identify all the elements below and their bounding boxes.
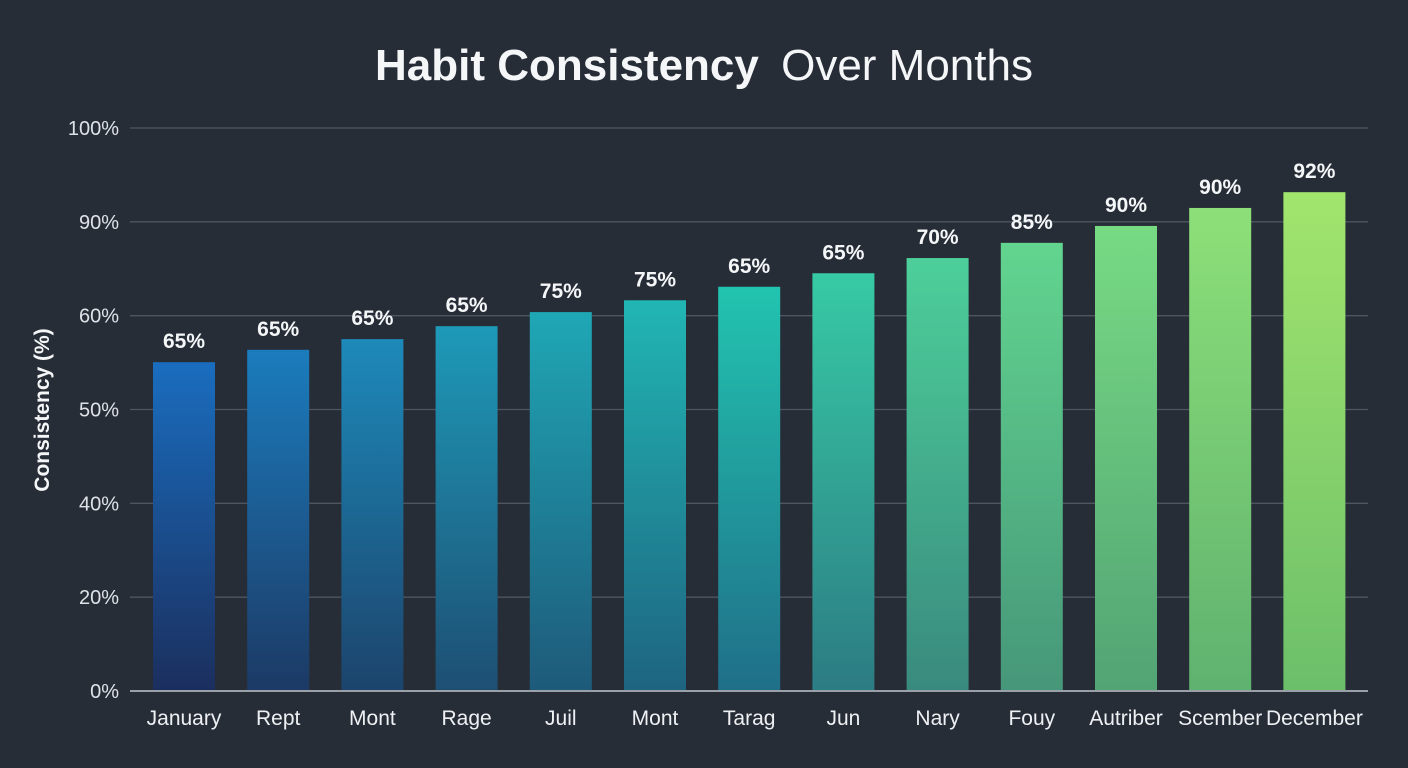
bar bbox=[812, 273, 875, 690]
bar bbox=[624, 300, 686, 690]
x-tick-label: Mont bbox=[349, 707, 396, 730]
x-tick-label: Scember bbox=[1178, 707, 1262, 730]
y-tick-label: 20% bbox=[79, 587, 119, 609]
data-label: 65% bbox=[822, 241, 864, 264]
bar bbox=[153, 362, 215, 690]
x-tick-label: Juil bbox=[545, 707, 577, 730]
x-tick-label: January bbox=[147, 707, 222, 730]
bar bbox=[906, 258, 969, 690]
y-tick-label: 50% bbox=[79, 400, 119, 422]
y-tick-label: 100% bbox=[68, 118, 119, 140]
bar bbox=[341, 339, 404, 690]
y-tick-label: 60% bbox=[79, 306, 119, 328]
bar bbox=[1283, 192, 1346, 690]
data-label: 65% bbox=[446, 294, 488, 317]
data-label: 90% bbox=[1199, 176, 1241, 199]
y-tick-label: 0% bbox=[90, 681, 119, 703]
data-label: 65% bbox=[257, 318, 299, 341]
data-label: 85% bbox=[1011, 211, 1053, 234]
bar bbox=[1095, 225, 1157, 690]
y-tick-label: 40% bbox=[79, 493, 119, 515]
chart-title: Habit Consistency Over Months bbox=[375, 41, 1033, 90]
bar bbox=[1000, 242, 1063, 691]
chart-title-rest: Over Months bbox=[781, 41, 1033, 90]
data-label: 75% bbox=[540, 280, 582, 303]
bar bbox=[718, 286, 781, 690]
x-tick-label: Nary bbox=[915, 707, 960, 730]
x-tick-label: December bbox=[1266, 707, 1363, 730]
data-label: 75% bbox=[634, 268, 676, 291]
y-axis-label: Consistency (%) bbox=[31, 328, 54, 491]
data-label: 70% bbox=[917, 226, 959, 249]
x-tick-label: Tarag bbox=[723, 707, 776, 730]
chart-title-bold: Habit Consistency bbox=[375, 41, 759, 90]
data-label: 65% bbox=[728, 255, 770, 278]
x-tick-label: Rept bbox=[256, 707, 301, 730]
bar bbox=[529, 312, 592, 690]
bar bbox=[247, 349, 310, 690]
x-tick-label: Mont bbox=[632, 707, 679, 730]
data-label: 65% bbox=[351, 307, 393, 330]
data-label: 65% bbox=[163, 330, 205, 353]
x-tick-label: Autriber bbox=[1089, 707, 1163, 730]
x-tick-label: Jun bbox=[826, 707, 860, 730]
data-label: 90% bbox=[1105, 194, 1147, 217]
x-tick-label: Fouy bbox=[1008, 707, 1055, 730]
bar bbox=[435, 326, 498, 690]
y-tick-label: 90% bbox=[79, 212, 119, 234]
bar bbox=[1189, 207, 1252, 691]
x-tick-label: Rage bbox=[441, 707, 491, 730]
data-label: 92% bbox=[1293, 160, 1335, 183]
